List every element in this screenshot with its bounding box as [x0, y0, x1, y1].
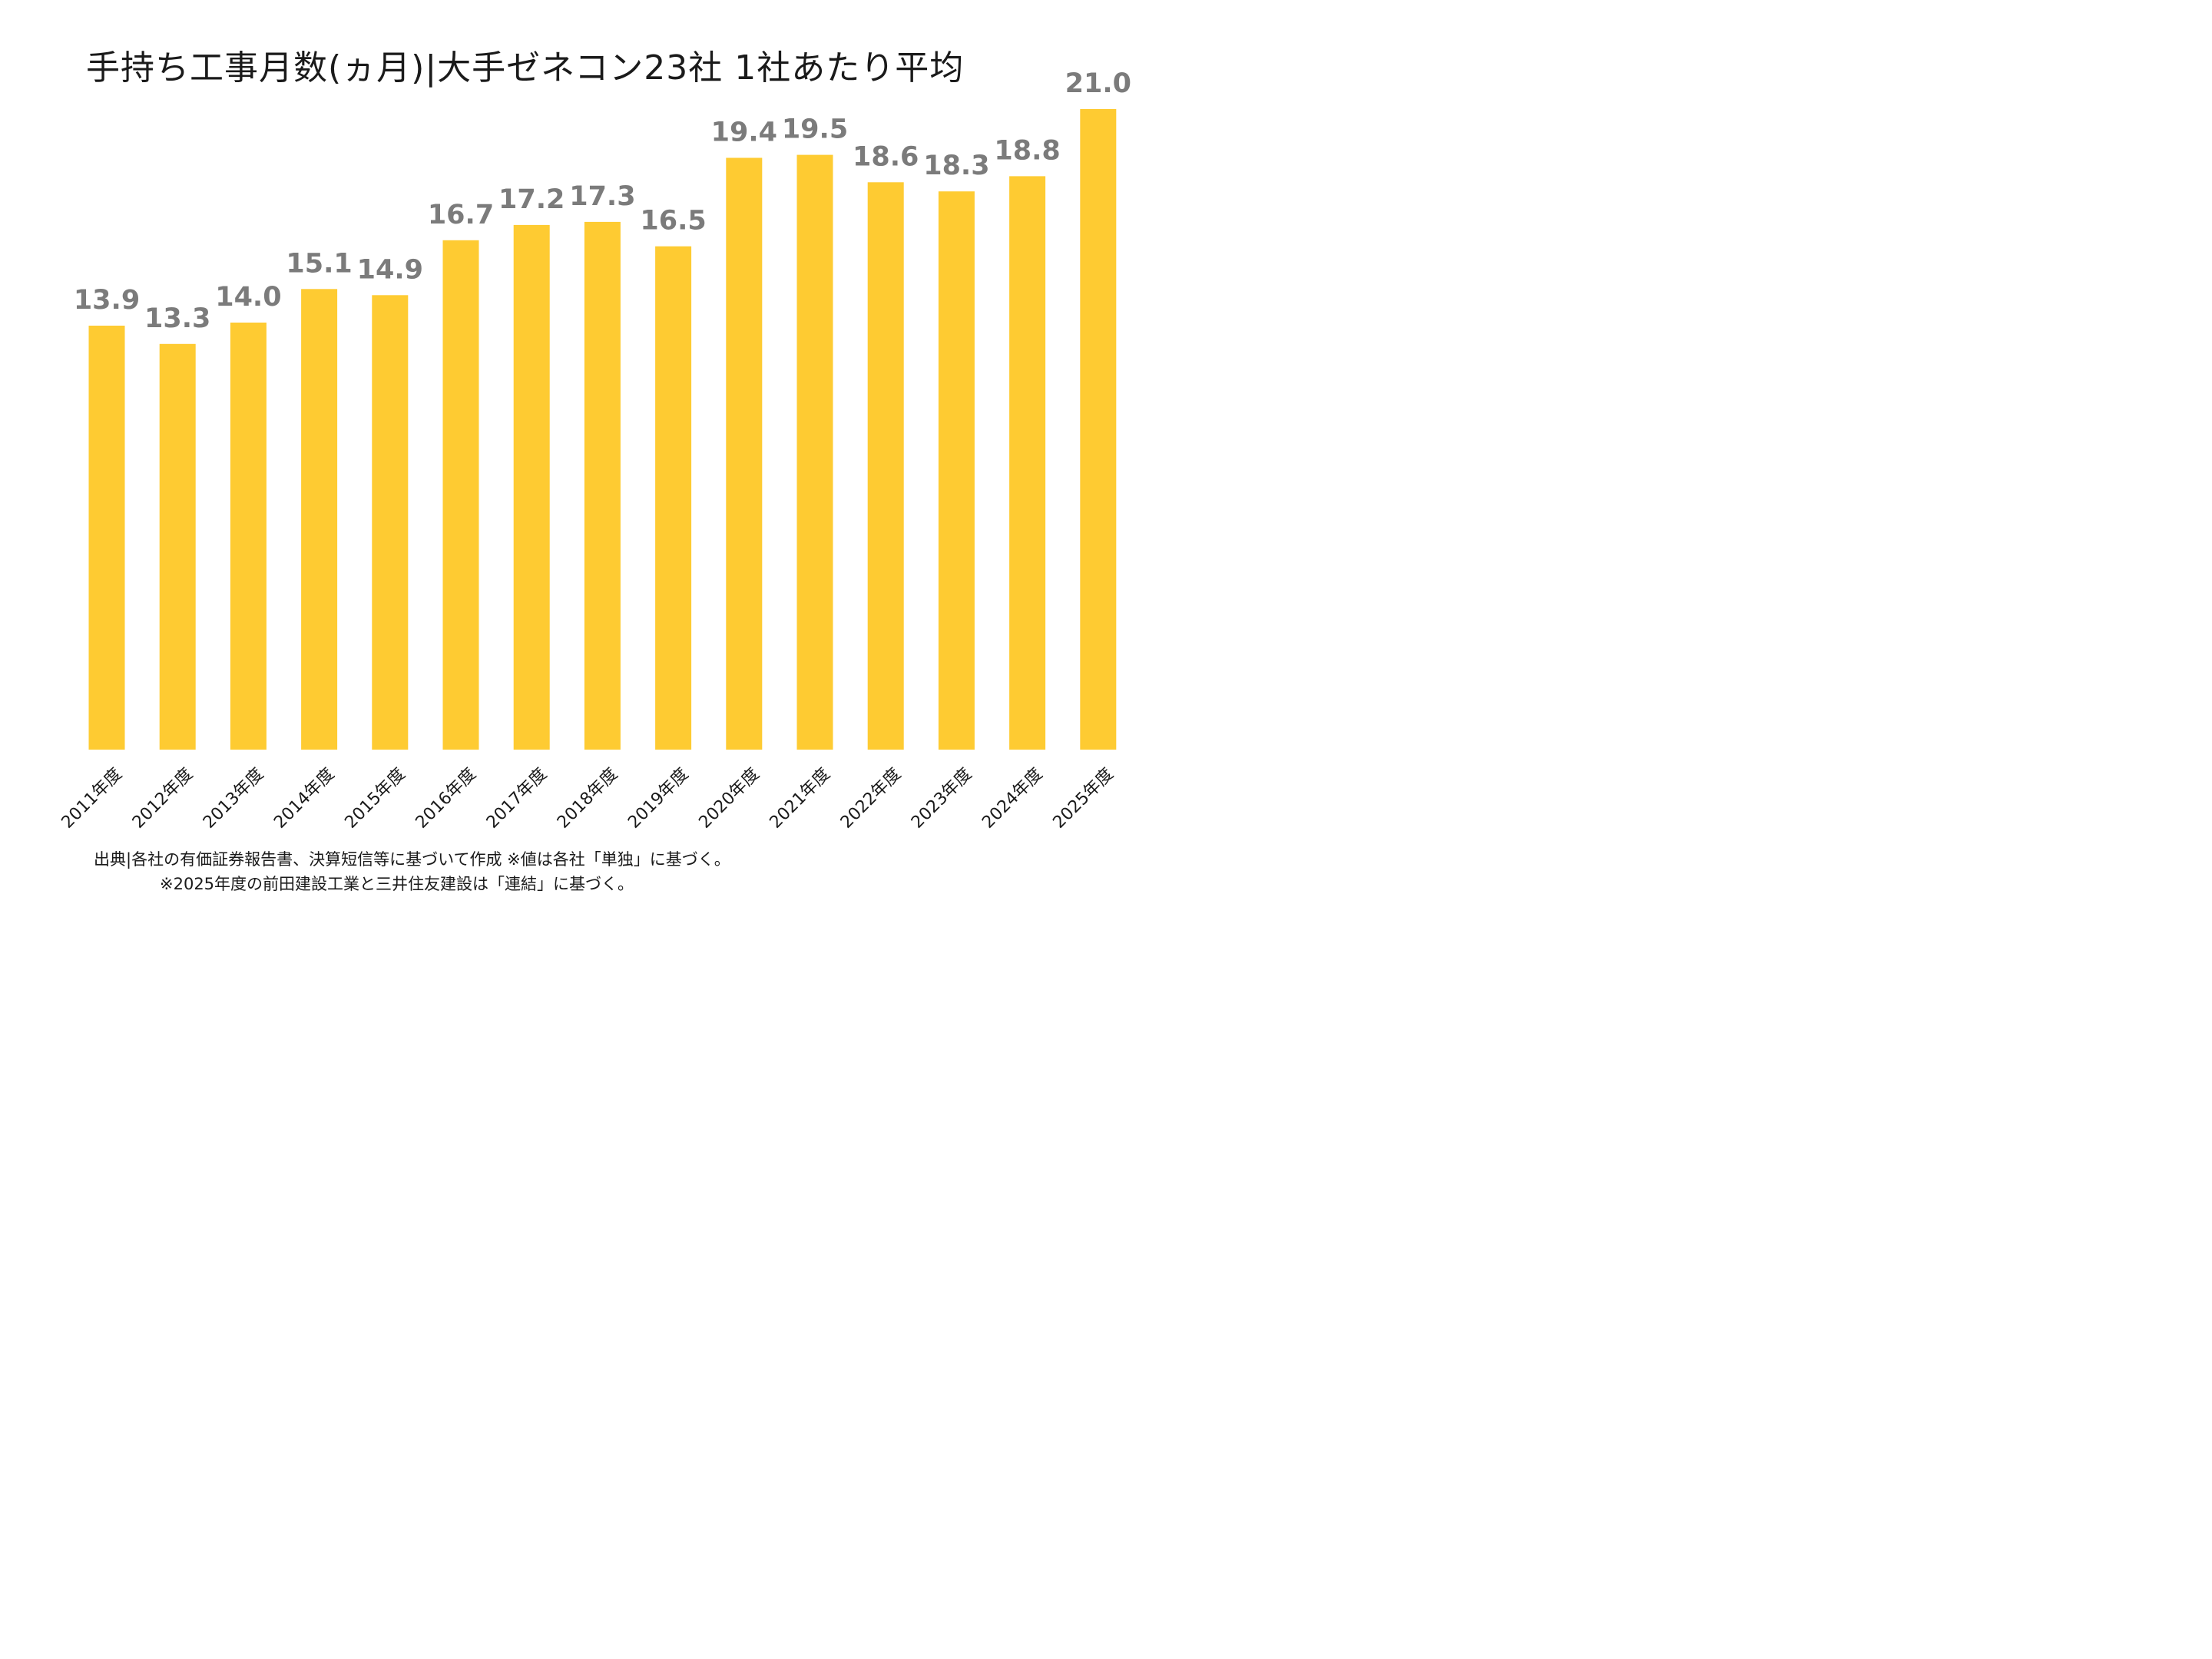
bar-2025年度 [1080, 109, 1117, 750]
bar-2014年度 [301, 289, 338, 750]
bar-2019年度 [655, 246, 692, 750]
x-tick-label: 2018年度 [554, 764, 621, 832]
data-labels-layer: 13.913.314.015.1 14.916.7 17.2 17.316.5 19.4… [74, 68, 1131, 334]
x-tick-label: 2022年度 [837, 764, 905, 832]
x-tick-label: 2024年度 [979, 764, 1046, 832]
x-tick-label: 2015年度 [341, 764, 409, 832]
footnote: ※2025年度の前田建設工業と三井住友建設は「連結」に基づく。 [160, 875, 634, 893]
x-tick-label: 2011年度 [58, 764, 126, 832]
x-tick-label: 2021年度 [767, 764, 834, 832]
bar-2023年度 [938, 191, 975, 750]
data-label: 17.2 [498, 184, 565, 215]
data-label: 15.1 [286, 248, 352, 279]
bar-2013年度 [230, 323, 267, 750]
chart-title: 手持ち工事月数(ヵ月)|大手ゼネコン23社 1社あたり平均 [86, 48, 965, 88]
data-label: 13.9 [74, 285, 140, 316]
data-label: 17.3 [569, 181, 635, 212]
bar-chart: 13.913.314.015.1 14.916.7 17.2 17.316.5 19.4… [58, 68, 1131, 833]
data-label: 16.7 [428, 200, 494, 230]
data-label: 14.9 [357, 254, 423, 285]
x-tick-label: 2014年度 [270, 764, 338, 832]
data-label: 14.0 [215, 282, 281, 313]
bar-2016年度 [442, 240, 479, 750]
data-label: 18.3 [923, 151, 989, 181]
x-tick-label: 2013年度 [200, 764, 267, 832]
data-label: 16.5 [640, 206, 706, 237]
x-tick-label: 2025年度 [1049, 764, 1117, 832]
x-tick-label: 2020年度 [695, 764, 763, 832]
x-tick-label: 2012年度 [129, 764, 197, 832]
x-tick-label: 2017年度 [483, 764, 551, 832]
x-tick-label: 2016年度 [412, 764, 480, 832]
bar-2015年度 [372, 295, 409, 750]
data-label: 18.6 [853, 141, 919, 172]
x-tick-label: 2019年度 [624, 764, 692, 832]
source-note: 出典|各社の有価証券報告書、決算短信等に基づいて作成 ※値は各社「単独」に基づく… [94, 850, 730, 869]
data-label: 21.0 [1065, 68, 1131, 99]
data-label: 19.4 [711, 118, 777, 148]
bars-layer [88, 109, 1117, 750]
bar-2011年度 [88, 326, 125, 750]
x-tick-label: 2023年度 [908, 764, 975, 832]
bar-2024年度 [1009, 176, 1046, 750]
bar-2012年度 [159, 343, 196, 750]
bar-2017年度 [513, 224, 550, 750]
data-label: 13.3 [144, 303, 210, 334]
bar-2020年度 [726, 157, 763, 750]
data-label: 19.5 [782, 114, 848, 145]
x-axis-tick-labels: 2011年度 2012年度 2013年度 2014年度 2015年度 2016年度 2017… [58, 764, 1118, 832]
bar-2022年度 [867, 182, 904, 750]
bar-2021年度 [796, 154, 833, 750]
bar-2018年度 [584, 221, 621, 750]
data-label: 18.8 [994, 135, 1060, 166]
